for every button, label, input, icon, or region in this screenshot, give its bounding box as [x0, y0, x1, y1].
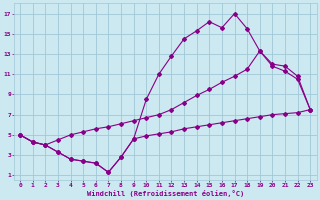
X-axis label: Windchill (Refroidissement éolien,°C): Windchill (Refroidissement éolien,°C)	[86, 190, 244, 197]
